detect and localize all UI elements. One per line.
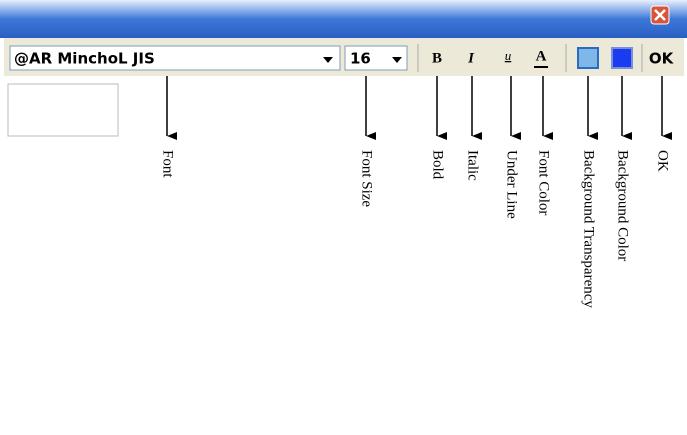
annotation: OK bbox=[655, 150, 671, 172]
arrows bbox=[166, 76, 672, 140]
font-combo[interactable] bbox=[9, 45, 341, 71]
annotation: Under Line bbox=[504, 150, 520, 219]
annotation: Background Transparency bbox=[581, 150, 597, 308]
annotation: Bold bbox=[430, 150, 446, 180]
bold-button[interactable]: B bbox=[432, 50, 442, 66]
size-value: 16 bbox=[350, 50, 371, 68]
background-color-button[interactable] bbox=[611, 47, 633, 69]
close-icon bbox=[654, 9, 666, 21]
dropdown-arrow bbox=[323, 57, 333, 63]
font-value: @AR MinchoL JIS bbox=[14, 50, 155, 68]
transparency-button[interactable] bbox=[577, 47, 599, 69]
annotation: Font Size bbox=[359, 150, 375, 207]
annotation: Italic bbox=[465, 150, 481, 181]
font-color-button[interactable]: A bbox=[536, 48, 547, 64]
annotation: Font bbox=[160, 150, 176, 178]
underline-button[interactable]: u bbox=[505, 48, 512, 63]
annotation: Font Color bbox=[536, 150, 552, 215]
annotation: Background Color bbox=[615, 150, 631, 261]
ok-button[interactable]: OK bbox=[649, 50, 675, 68]
text-box bbox=[7, 83, 119, 137]
italic-button[interactable]: I bbox=[467, 50, 475, 66]
title-bar bbox=[0, 0, 687, 38]
dropdown-arrow bbox=[392, 57, 402, 63]
